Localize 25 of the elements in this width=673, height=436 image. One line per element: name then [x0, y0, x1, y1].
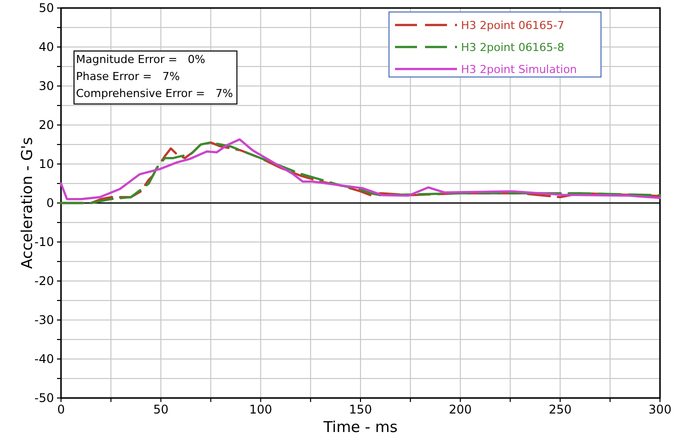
- annotation: Magnitude Error = 0%: [76, 53, 206, 66]
- y-tick-label: -40: [34, 352, 54, 366]
- note-box: Magnitude Error = 0% Phase Error = 7% Comprehensive Error = 7%: [74, 50, 238, 104]
- annotation: Phase Error = 7%: [76, 70, 180, 83]
- y-tick-label: 50: [38, 0, 54, 15]
- legend: H3 2point 06165-7 H3 2point 06165-8 H3 2point Simulation: [388, 12, 602, 78]
- y-tick-label: 40: [38, 40, 54, 54]
- y-tick-label: 20: [38, 118, 54, 132]
- x-axis-title: Time - ms: [322, 418, 398, 436]
- y-tick-label: 30: [38, 78, 54, 93]
- y-tick-label: -20: [34, 274, 54, 288]
- x-tick-label: 250: [548, 402, 572, 417]
- y-tick-label: -30: [34, 312, 54, 327]
- x-tick-label: 0: [57, 402, 65, 417]
- x-tick-label: 150: [349, 402, 372, 417]
- x-tick-label: 200: [448, 402, 472, 417]
- y-tick-label: -10: [34, 234, 54, 249]
- x-tick-label: 50: [153, 402, 168, 417]
- y-tick-label: -50: [34, 390, 54, 405]
- y-axis-title: Acceleration - G's: [18, 136, 36, 269]
- x-tick-label: 100: [249, 402, 272, 417]
- y-tick-label: 10: [38, 156, 54, 171]
- annotation: Comprehensive Error = 7%: [76, 87, 233, 100]
- y-tick-label: 0: [46, 196, 54, 210]
- x-tick-label: 300: [648, 402, 672, 417]
